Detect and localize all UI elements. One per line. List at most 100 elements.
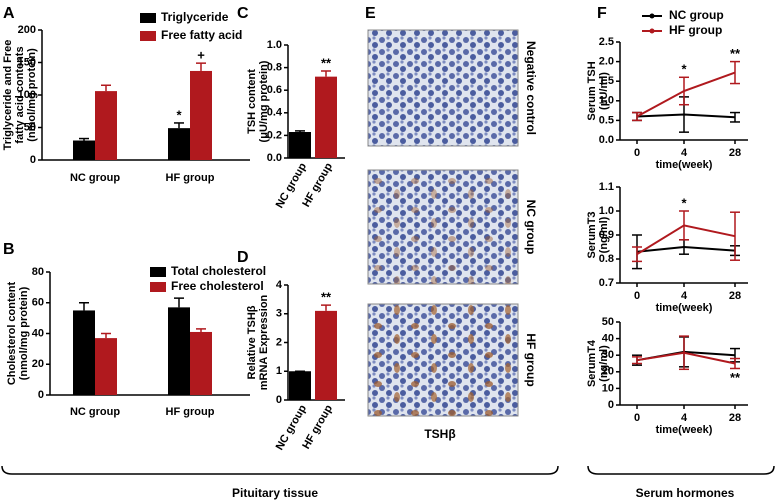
y-tick-label: 1.0 — [599, 205, 614, 217]
y-tick-label: 0.2 — [267, 129, 282, 141]
y-axis-label: SerumT3 — [586, 211, 598, 258]
panel-letter: B — [3, 241, 15, 258]
x-tick-label: 0 — [634, 290, 640, 302]
annotation: ** — [730, 46, 741, 61]
x-tick-label: 28 — [729, 147, 741, 159]
legend-marker — [649, 28, 655, 34]
x-tick-label: 28 — [729, 412, 741, 424]
y-tick-label: 2.0 — [599, 56, 614, 68]
panel-letter: D — [237, 249, 249, 266]
legend-marker — [649, 13, 655, 19]
y-tick-label: 50 — [24, 121, 36, 133]
y-axis-label: (ng/ml) — [598, 345, 610, 382]
panel-letter: F — [597, 5, 607, 22]
y-axis-label: (μU/mg protein) — [258, 60, 270, 142]
y-tick-label: 0 — [30, 154, 36, 166]
y-tick-label: 0.0 — [267, 152, 282, 164]
y-tick-label: 50 — [602, 316, 614, 328]
legend-swatch — [140, 31, 156, 41]
line — [636, 113, 736, 119]
legend-label: NC group — [669, 8, 724, 22]
y-axis-label: fatty acid contents — [14, 46, 26, 143]
y-tick-label: 0 — [38, 389, 44, 401]
bar — [95, 91, 117, 160]
legend-label: HF group — [669, 23, 722, 37]
y-tick-label: 0.6 — [267, 84, 282, 96]
x-tick-label: 28 — [729, 290, 741, 302]
line — [636, 245, 736, 253]
x-tick-label: 0 — [634, 412, 640, 424]
x-tick-label: 4 — [681, 412, 688, 424]
bracket — [587, 465, 775, 475]
panel-letter: C — [237, 5, 249, 22]
x-axis-label: time(week) — [656, 302, 713, 314]
staining — [368, 170, 518, 284]
y-axis-label: (μU/ml) — [598, 72, 610, 110]
y-tick-label: 2.5 — [599, 36, 614, 48]
y-tick-label: 30 — [602, 349, 614, 361]
x-tick-label: 4 — [681, 147, 688, 159]
x-tick-label: 4 — [681, 290, 688, 302]
micrograph — [367, 29, 519, 147]
bar — [168, 307, 190, 395]
bar — [190, 70, 212, 160]
legend-label: Total cholesterol — [171, 264, 266, 278]
y-tick-label: 1.0 — [267, 39, 282, 51]
y-tick-label: 0.8 — [267, 62, 282, 74]
y-axis-label: TSH content — [246, 69, 258, 134]
y-axis-label: Serum TSH — [586, 61, 598, 120]
annotation: + — [197, 48, 205, 63]
x-tick-label: NC group — [70, 172, 120, 184]
y-tick-label: 1.0 — [599, 95, 614, 107]
y-tick-label: 40 — [32, 327, 44, 339]
y-tick-label: 150 — [18, 56, 36, 68]
panel-letter: A — [3, 5, 15, 22]
y-tick-label: 0 — [608, 399, 614, 411]
legend-swatch — [140, 13, 156, 23]
x-tick-label: HF group — [166, 406, 215, 418]
y-tick-label: 10 — [602, 382, 614, 394]
legend-label: Triglyceride — [161, 10, 229, 24]
y-tick-label: 2 — [276, 336, 282, 348]
y-tick-label: 40 — [602, 333, 614, 345]
image-label: HF group — [524, 333, 538, 386]
y-tick-label: 0.9 — [599, 229, 614, 241]
y-tick-label: 0.0 — [599, 134, 614, 146]
bar — [73, 140, 95, 160]
image-caption: TSHβ — [424, 427, 455, 441]
legend-swatch — [150, 267, 166, 277]
y-tick-label: 60 — [32, 297, 44, 309]
y-tick-label: 0.4 — [267, 107, 283, 119]
y-axis-label: Cholesterol content — [6, 282, 18, 386]
y-axis-label: (ng/ml) — [598, 216, 610, 253]
bar — [289, 371, 311, 400]
legend-label: Free fatty acid — [161, 28, 242, 42]
image-label: Negative control — [524, 41, 538, 135]
y-axis-label: Relative TSHβ — [246, 305, 258, 379]
y-axis-label: (nmol/mg protein) — [26, 48, 38, 142]
y-axis-label: (nmol/mg protein) — [18, 286, 30, 380]
legend-swatch — [150, 282, 166, 292]
x-axis-label: time(week) — [656, 424, 713, 436]
annotation: ** — [321, 290, 332, 305]
y-tick-label: 20 — [32, 358, 44, 370]
bracket — [1, 465, 559, 475]
x-tick-label: NC group — [70, 406, 120, 418]
annotation: ** — [730, 370, 741, 385]
bar — [95, 338, 117, 395]
y-tick-label: 1 — [276, 365, 282, 377]
image-label: NC group — [524, 200, 538, 255]
staining — [368, 304, 518, 416]
x-axis-label: time(week) — [656, 159, 713, 171]
legend-label: Free cholesterol — [171, 279, 264, 293]
x-tick-label: 0 — [634, 147, 640, 159]
bar — [190, 331, 212, 395]
y-tick-label: 0.5 — [599, 114, 614, 126]
y-tick-label: 1.5 — [599, 75, 614, 87]
y-tick-label: 4 — [276, 279, 283, 291]
bar — [315, 310, 337, 400]
x-tick-label: HF group — [166, 172, 215, 184]
y-tick-label: 0.7 — [599, 277, 614, 289]
panel-letter: E — [365, 5, 376, 22]
